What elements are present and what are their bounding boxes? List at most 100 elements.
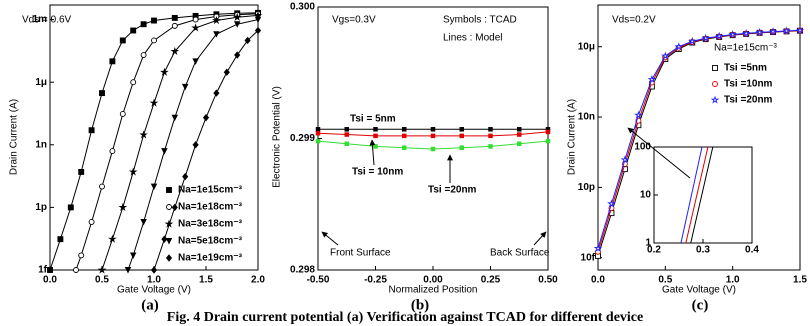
legend-label: Tsi =20nm	[724, 95, 773, 106]
marker	[647, 74, 657, 84]
y-tick-label: 1f	[38, 265, 48, 276]
marker	[254, 26, 262, 35]
marker	[129, 252, 137, 259]
x-tick-label: 0.25	[481, 275, 501, 286]
x-tick-label: 0.50	[538, 275, 558, 286]
marker	[593, 243, 603, 253]
series-label: Tsi =20nm	[428, 185, 477, 196]
marker	[170, 46, 180, 55]
series-line	[680, 146, 703, 244]
marker	[488, 133, 493, 139]
x-tick-label: 1.5	[199, 275, 213, 286]
x-tick-label: 0.5	[658, 275, 672, 286]
marker	[223, 68, 230, 76]
marker	[517, 127, 522, 132]
y-tick-label: 100	[634, 142, 651, 153]
caption: Fig. 4 Drain current potential (a) Verif…	[167, 310, 643, 325]
legend-label: Na=1e15cm⁻³	[178, 185, 243, 196]
marker	[373, 144, 378, 149]
x-axis-label: Normalized Position	[389, 285, 478, 296]
x-tick-label: 0.5	[95, 275, 109, 286]
marker	[254, 16, 262, 24]
series-line	[153, 30, 259, 271]
marker	[212, 16, 221, 25]
y-tick-label: 1p	[35, 202, 47, 213]
marker	[171, 114, 179, 122]
marker	[161, 235, 168, 243]
x-tick-label: 2.0	[251, 275, 265, 286]
marker	[73, 267, 79, 273]
marker	[124, 267, 132, 274]
y-axis-label: Drain Current (A)	[567, 99, 578, 175]
legend-label: Na=5e18cm⁻³	[178, 236, 243, 247]
annotation: Lines : Model	[443, 33, 502, 44]
marker	[213, 89, 220, 97]
marker	[430, 127, 436, 132]
legend-marker	[165, 238, 173, 245]
marker	[149, 98, 159, 107]
marker	[140, 21, 147, 28]
legend-label: Tsi =10nm	[724, 79, 773, 90]
legend-marker	[166, 187, 172, 193]
marker	[768, 27, 778, 36]
marker	[517, 132, 522, 137]
x-axis-label: Gate Voltage (V)	[662, 285, 736, 296]
annotation: Vgs=0.3V	[332, 15, 376, 26]
marker	[459, 133, 465, 139]
marker	[488, 144, 493, 149]
marker	[233, 21, 241, 28]
marker	[244, 36, 251, 45]
marker	[151, 37, 157, 44]
arrow	[321, 231, 339, 246]
marker	[795, 25, 805, 34]
marker	[140, 219, 147, 226]
marker	[687, 36, 697, 45]
legend-label: Na=1e18cm⁻³	[178, 202, 243, 213]
legend-marker	[166, 204, 172, 210]
marker	[119, 111, 126, 117]
series-line	[101, 14, 259, 271]
marker	[782, 26, 791, 35]
marker	[97, 265, 107, 274]
annotation: Vds = 0.6V	[22, 15, 72, 26]
marker	[88, 219, 95, 225]
x-tick-label: 1.5	[793, 275, 807, 286]
marker	[192, 58, 199, 65]
marker	[78, 168, 85, 175]
y-tick-label: 0.300	[290, 2, 315, 13]
marker	[119, 37, 126, 44]
annotation: Front Surface	[330, 248, 391, 259]
marker	[344, 132, 350, 137]
marker	[728, 30, 737, 39]
y-tick-label: 1n	[35, 139, 47, 150]
x-tick-label: 0.00	[423, 275, 443, 286]
series-label: Tsi = 5nm	[350, 114, 396, 125]
y-tick-label: 0.299	[290, 133, 315, 144]
annotation: Vds=0.2V	[612, 15, 656, 26]
y-axis-label: Drain Current (A)	[9, 99, 20, 175]
marker	[130, 27, 137, 34]
series-line	[597, 29, 801, 249]
marker	[402, 133, 407, 139]
marker	[488, 127, 493, 132]
marker	[234, 51, 241, 59]
x-tick-label: 0.3	[696, 245, 710, 256]
marker	[78, 252, 85, 259]
y-axis-label: Electronic Potential (V)	[272, 86, 283, 188]
arrow	[627, 127, 691, 179]
marker	[160, 67, 169, 76]
legend-label: Na=3e18cm⁻³	[178, 219, 243, 230]
annotation: Symbols : TCAD	[443, 15, 517, 26]
x-tick-label: -0.50	[307, 275, 330, 286]
panel-label: (a)	[141, 297, 159, 313]
legend-marker	[712, 81, 718, 87]
y-tick-label: 10f	[581, 252, 596, 263]
x-tick-label: 1.0	[726, 275, 740, 286]
marker	[741, 28, 751, 38]
x-tick-label: 1.0	[147, 275, 161, 286]
series-line	[690, 146, 714, 244]
plot-frame	[49, 4, 259, 271]
marker	[213, 31, 220, 38]
marker	[57, 236, 64, 243]
annotation: Na=1e15cm⁻³	[714, 43, 777, 54]
